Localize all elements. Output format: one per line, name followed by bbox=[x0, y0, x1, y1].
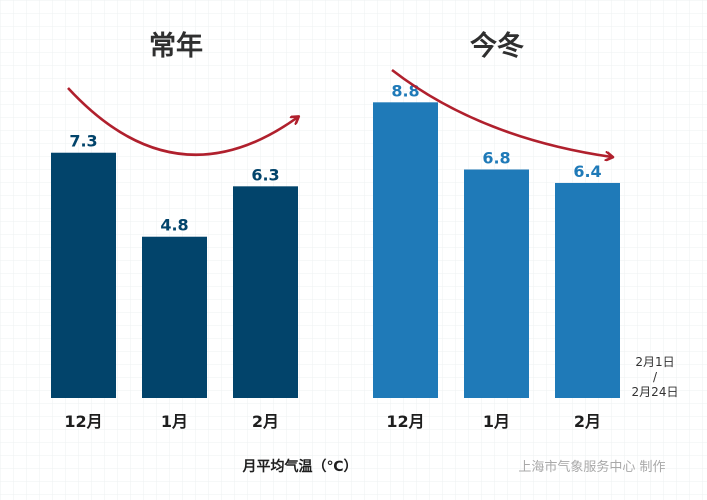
bar-this-winter-1 bbox=[464, 169, 529, 398]
value-label-this-winter-2: 6.4 bbox=[573, 162, 601, 181]
credit-text: 上海市气象服务中心 制作 bbox=[518, 459, 665, 475]
tick-label-this-winter-1: 1月 bbox=[483, 412, 510, 431]
trend-arrow-normal bbox=[67, 87, 298, 157]
tick-label-normal-0: 12月 bbox=[64, 412, 102, 431]
bar-this-winter-0 bbox=[373, 102, 438, 398]
value-label-normal-0: 7.3 bbox=[69, 132, 97, 151]
tick-label-normal-1: 1月 bbox=[161, 412, 188, 431]
bar-normal-2 bbox=[233, 186, 298, 398]
bar-this-winter-2 bbox=[555, 182, 620, 398]
date-range-note: 2月1日 / 2月24日 bbox=[632, 355, 679, 399]
note-end-date: 2月24日 bbox=[632, 385, 679, 399]
tick-label-this-winter-0: 12月 bbox=[386, 412, 424, 431]
note-separator: / bbox=[653, 370, 658, 384]
tick-label-this-winter-2: 2月 bbox=[574, 412, 601, 431]
trend-arrow-this-winter bbox=[391, 68, 612, 157]
group-title-normal: 常年 bbox=[149, 30, 203, 62]
value-label-this-winter-0: 8.8 bbox=[391, 81, 419, 100]
value-label-this-winter-1: 6.8 bbox=[482, 149, 510, 168]
note-start-date: 2月1日 bbox=[635, 355, 674, 369]
bar-normal-0 bbox=[51, 152, 116, 398]
bar-normal-1 bbox=[142, 236, 207, 398]
x-axis-title: 月平均气温（℃） bbox=[242, 458, 358, 475]
bars-layer: 7.3 12月 4.8 1月 6.3 2月 8.8 12月 6.8 1月 6.4 2月 bbox=[51, 81, 620, 431]
group-title-this-winter: 今冬 bbox=[470, 30, 524, 62]
tick-label-normal-2: 2月 bbox=[252, 412, 279, 431]
value-label-normal-1: 4.8 bbox=[160, 216, 188, 235]
value-label-normal-2: 6.3 bbox=[251, 165, 279, 184]
